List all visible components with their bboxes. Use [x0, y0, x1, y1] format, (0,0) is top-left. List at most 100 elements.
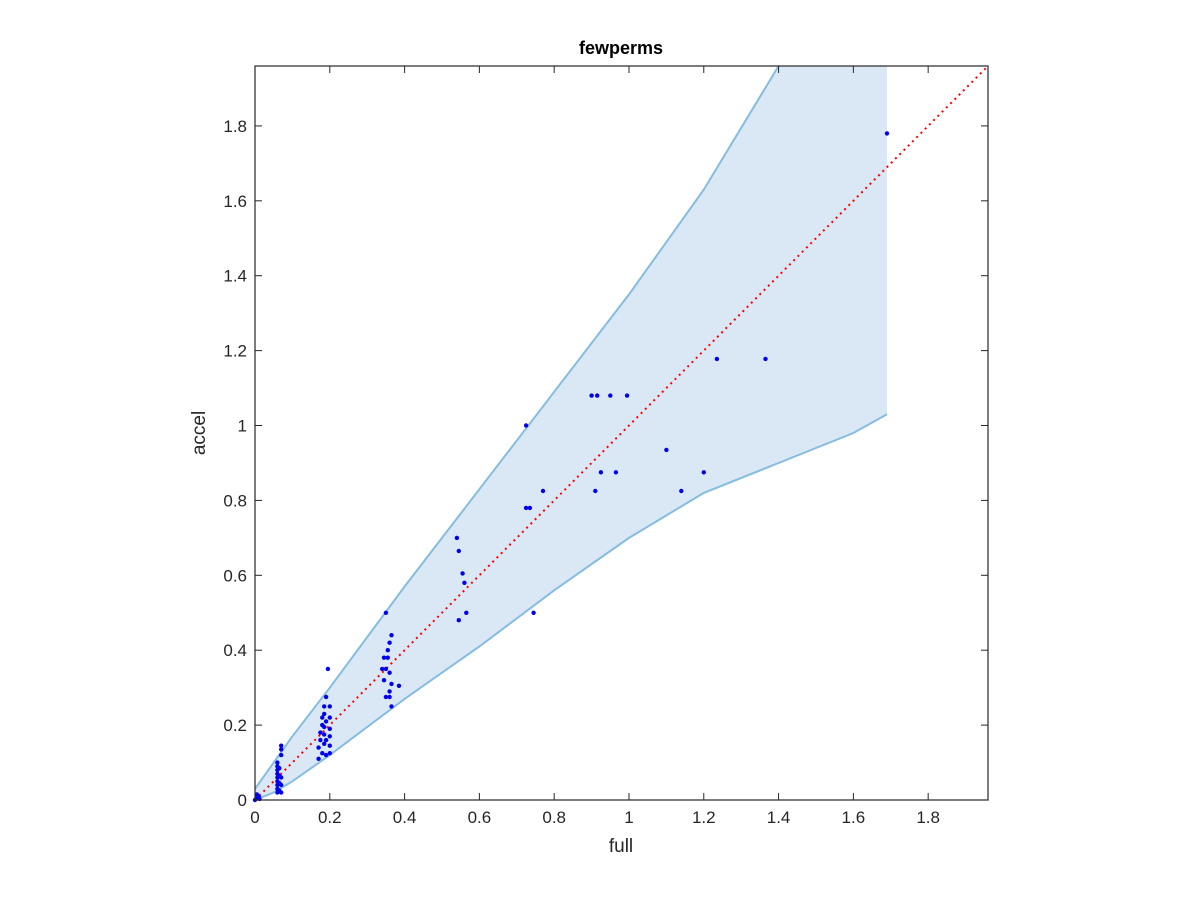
data-point: [381, 678, 387, 683]
data-point: [275, 760, 280, 765]
data-point: [454, 535, 460, 541]
data-point: [714, 356, 720, 362]
data-point: [664, 447, 669, 453]
data-point: [322, 711, 327, 717]
data-point: [316, 756, 321, 761]
data-point: [318, 730, 323, 735]
x-tick-label: 0.6: [468, 808, 492, 827]
data-point: [383, 694, 389, 700]
data-point: [595, 393, 600, 398]
data-point: [277, 766, 282, 771]
data-point: [323, 752, 329, 758]
data-point: [389, 681, 394, 687]
y-tick-label: 1: [238, 417, 247, 436]
chart-title: fewperms: [579, 38, 663, 58]
data-point: [389, 633, 394, 638]
data-point: [527, 505, 533, 511]
x-tick-label: 0.2: [318, 808, 342, 827]
data-point: [279, 752, 284, 758]
y-axis-label: accel: [189, 411, 210, 455]
data-point: [701, 470, 706, 475]
y-tick-label: 0: [238, 791, 247, 810]
data-point: [322, 724, 327, 730]
data-point: [279, 790, 284, 795]
data-point: [387, 694, 392, 700]
data-point: [456, 618, 461, 623]
data-point: [323, 694, 329, 700]
x-axis-label: full: [609, 836, 633, 857]
data-points: [252, 131, 890, 803]
data-point: [456, 548, 461, 554]
data-point: [279, 747, 284, 752]
confidence-band: [255, 66, 888, 800]
data-point: [325, 666, 331, 672]
data-point: [389, 704, 394, 709]
data-point: [327, 704, 332, 709]
data-point: [327, 734, 332, 739]
data-point: [613, 470, 619, 475]
data-point: [323, 719, 329, 724]
y-tick-label: 1.8: [223, 117, 247, 136]
data-point: [279, 743, 284, 748]
data-point: [679, 488, 684, 494]
data-point: [387, 670, 392, 675]
data-point: [387, 640, 392, 645]
data-point: [462, 580, 467, 585]
x-tick-label: 0.4: [393, 808, 417, 827]
data-point: [327, 715, 332, 720]
data-point: [598, 470, 604, 475]
band-lower-edge: [255, 413, 888, 800]
data-point: [320, 715, 325, 720]
data-point: [323, 737, 329, 743]
x-tick-label: 0: [250, 808, 259, 827]
data-point: [320, 751, 325, 756]
data-point: [531, 610, 536, 615]
data-point: [387, 689, 392, 694]
data-point: [464, 610, 469, 615]
data-point: [279, 782, 284, 788]
y-tick-label: 1.2: [223, 342, 247, 361]
y-tick-label: 0.4: [223, 641, 247, 660]
y-tick-label: 0.2: [223, 716, 247, 735]
band-fill: [255, 66, 887, 800]
data-point: [383, 610, 389, 615]
axes: [254, 65, 989, 801]
data-point: [327, 751, 332, 756]
data-point: [318, 737, 323, 743]
x-tick-label: 1: [624, 808, 633, 827]
x-tick-label: 1.8: [916, 808, 940, 827]
data-point: [385, 648, 390, 653]
reference-line: [254, 65, 989, 801]
y-tick-label: 0.8: [223, 491, 247, 510]
data-point: [589, 393, 594, 398]
data-point: [523, 423, 529, 428]
axes-box: [254, 65, 989, 801]
data-point: [763, 356, 768, 362]
data-point: [460, 571, 465, 576]
tick-labels: 0 0.2 0.4 0.6 0.8 1 1.2 1.4 1.6 1.8 0 0.2 0.4 0.6 0.8 1…: [223, 117, 940, 827]
data-point: [322, 741, 327, 746]
data-point: [540, 488, 546, 494]
data-point: [884, 131, 890, 136]
y-tick-label: 1.4: [223, 267, 247, 286]
data-point: [316, 745, 321, 750]
data-point: [327, 726, 332, 731]
data-point: [380, 666, 385, 672]
data-point: [255, 794, 261, 800]
data-point: [624, 393, 630, 398]
data-point: [383, 666, 389, 672]
data-point: [385, 655, 390, 660]
x-tick-label: 1.2: [692, 808, 716, 827]
y-tick-label: 1.6: [223, 192, 247, 211]
x-tick-label: 0.8: [542, 808, 566, 827]
data-point: [322, 732, 327, 737]
data-point: [381, 655, 387, 660]
data-point: [593, 488, 598, 494]
y-tick-label: 0.6: [223, 566, 247, 585]
data-point: [327, 743, 332, 748]
data-point: [279, 775, 284, 780]
data-point: [523, 505, 529, 511]
data-point: [396, 683, 402, 688]
reference-line-group: [254, 65, 989, 801]
